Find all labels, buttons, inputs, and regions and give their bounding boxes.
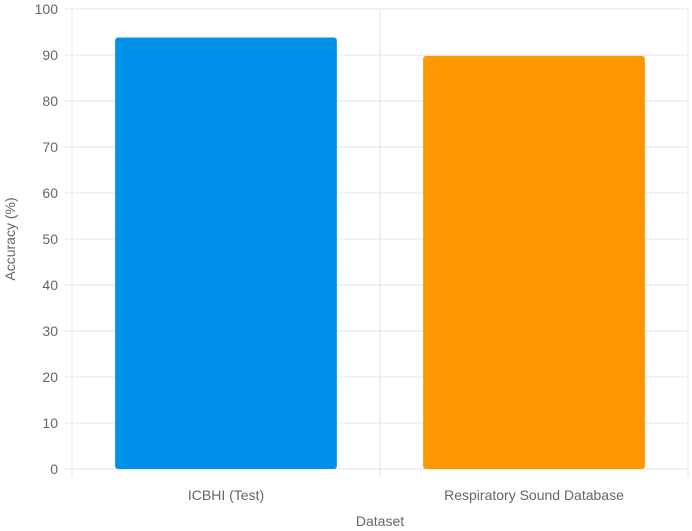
y-tick-label: 100 [35,1,59,17]
y-tick-label: 90 [42,47,58,63]
x-axis-ticks: ICBHI (Test) Respiratory Sound Database [188,487,624,503]
x-axis-title: Dataset [356,513,404,529]
y-axis-ticks: 0 10 20 30 40 50 60 70 80 90 100 [35,1,59,477]
y-tick-label: 60 [42,185,58,201]
bar-2 [423,55,645,470]
y-tick-label: 20 [42,369,58,385]
y-tick-label: 80 [42,93,58,109]
y-tick-label: 50 [42,231,58,247]
bar-1 [115,37,337,470]
y-tick-label: 70 [42,139,58,155]
y-tick-label: 40 [42,277,58,293]
y-axis-title: Accuracy (%) [2,197,18,280]
bars [115,37,645,470]
x-tick-label: ICBHI (Test) [188,487,264,503]
y-tick-label: 30 [42,323,58,339]
y-tick-label: 0 [50,461,58,477]
x-tick-label: Respiratory Sound Database [444,487,624,503]
y-tick-label: 10 [42,415,58,431]
